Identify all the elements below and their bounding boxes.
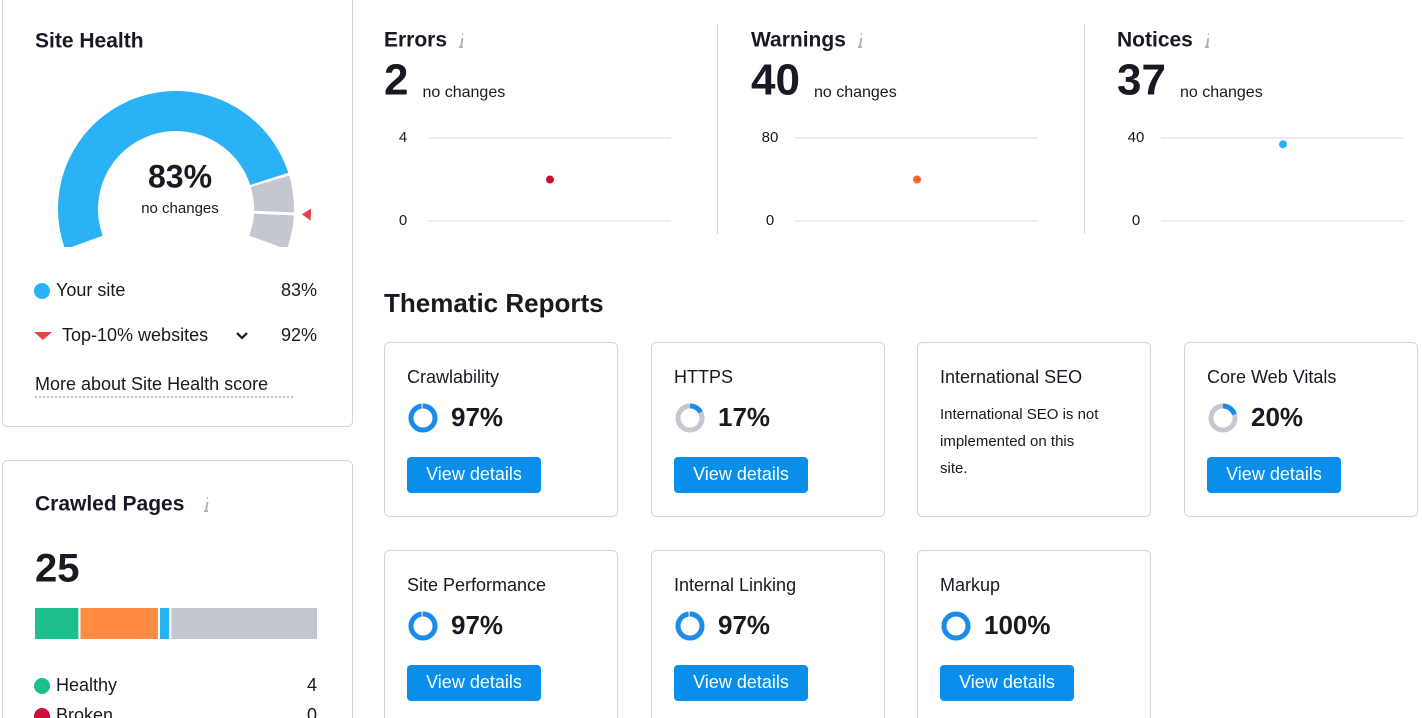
- view-details-button[interactable]: View details: [940, 665, 1074, 701]
- button-bg[interactable]: [674, 457, 808, 493]
- point: [913, 175, 921, 184]
- button-label[interactable]: View details: [1226, 464, 1322, 484]
- view-details-button[interactable]: View details: [674, 457, 808, 493]
- report-score: 20%: [1251, 402, 1303, 432]
- report-title: Markup: [940, 575, 1000, 595]
- issue-count: 2: [384, 56, 408, 105]
- card-title: Crawled Pages: [35, 493, 184, 516]
- info-icon: [459, 33, 464, 48]
- legend-dot: [34, 283, 50, 299]
- info-icon: [204, 497, 209, 512]
- legend-name: Healthy: [56, 675, 117, 695]
- score-change: no changes: [141, 200, 219, 217]
- bar-segment: [33, 606, 81, 641]
- ring-value: [408, 403, 438, 433]
- report-title: HTTPS: [674, 367, 733, 387]
- issue-change: no changes: [422, 84, 505, 101]
- report-score: 97%: [451, 402, 503, 432]
- y-tick-label: 80: [762, 129, 779, 146]
- legend-value: 83%: [281, 280, 317, 300]
- button-bg[interactable]: [940, 665, 1074, 701]
- legend-value: 92%: [281, 325, 317, 345]
- report-description: International SEO is not: [940, 406, 1099, 423]
- report-description: implemented on this: [940, 433, 1074, 450]
- report-score: 97%: [718, 610, 770, 640]
- bar-segment: [169, 606, 319, 641]
- legend-name[interactable]: Top-10% websites: [62, 325, 208, 345]
- ring-value: [408, 611, 438, 641]
- score: 83%: [148, 158, 212, 194]
- info-icon: [857, 33, 863, 48]
- button-bg[interactable]: [674, 665, 808, 701]
- card-title: Site Health: [35, 30, 144, 53]
- button-bg[interactable]: [1207, 457, 1341, 493]
- legend-dot: [34, 678, 50, 694]
- ring-value: [675, 403, 705, 433]
- ring-value: [675, 611, 705, 641]
- report-score: 17%: [718, 402, 770, 432]
- bar-segment: [78, 606, 160, 641]
- issue-count: 40: [751, 56, 800, 105]
- report-title: Site Performance: [407, 575, 546, 595]
- card: [2, 460, 353, 718]
- issue-change: no changes: [814, 84, 897, 101]
- issue-count: 37: [1117, 56, 1166, 105]
- bar-segment: [157, 606, 172, 641]
- crawled-total: 25: [35, 547, 80, 591]
- legend-marker: [34, 332, 52, 340]
- report-score: 100%: [984, 610, 1051, 640]
- report-title: International SEO: [940, 367, 1082, 387]
- y-tick-label: 0: [766, 212, 774, 229]
- y-tick-label: 0: [1132, 212, 1140, 229]
- info-icon: [1204, 33, 1210, 48]
- view-details-button[interactable]: View details: [1207, 457, 1341, 493]
- button-label[interactable]: View details: [426, 672, 522, 692]
- legend-value[interactable]: 4: [307, 675, 317, 695]
- report-description: site.: [940, 460, 968, 477]
- section-title: Thematic Reports: [384, 288, 604, 318]
- button-label[interactable]: View details: [426, 464, 522, 484]
- y-tick-label: 0: [399, 212, 407, 229]
- legend-value[interactable]: 0: [307, 705, 317, 718]
- view-details-button[interactable]: View details: [674, 665, 808, 701]
- report-title: Internal Linking: [674, 575, 796, 595]
- legend-name: Broken: [56, 705, 113, 718]
- ring-value: [941, 611, 971, 641]
- top10-dropdown[interactable]: Top-10% websites: [62, 325, 248, 345]
- button-label[interactable]: View details: [693, 672, 789, 692]
- issue-title: Notices: [1117, 29, 1193, 52]
- view-details-button[interactable]: View details: [407, 665, 541, 701]
- chevron[interactable]: [236, 332, 248, 340]
- issue-title: Warnings: [751, 29, 846, 52]
- gauge-value: [58, 91, 289, 247]
- site-health-link[interactable]: More about Site Health score: [35, 374, 268, 394]
- y-tick-label: 40: [1128, 129, 1145, 146]
- legend-name: Your site: [56, 280, 125, 300]
- y-tick-label: 4: [399, 129, 407, 146]
- view-details-button[interactable]: View details: [407, 457, 541, 493]
- gauge-marker-line: [251, 210, 296, 216]
- button-bg[interactable]: [407, 665, 541, 701]
- legend-dot: [34, 708, 50, 718]
- button-label[interactable]: View details: [959, 672, 1055, 692]
- issue-title: Errors: [384, 29, 447, 52]
- card: [2, 0, 353, 427]
- report-score: 97%: [451, 610, 503, 640]
- point: [546, 175, 554, 184]
- report-title: Crawlability: [407, 367, 499, 387]
- button-bg[interactable]: [407, 457, 541, 493]
- point: [1279, 140, 1287, 149]
- card: [917, 342, 1151, 517]
- report-title: Core Web Vitals: [1207, 367, 1336, 387]
- issue-change: no changes: [1180, 84, 1263, 101]
- button-label[interactable]: View details: [693, 464, 789, 484]
- gauge-marker: [301, 208, 312, 221]
- ring-value: [1208, 403, 1238, 433]
